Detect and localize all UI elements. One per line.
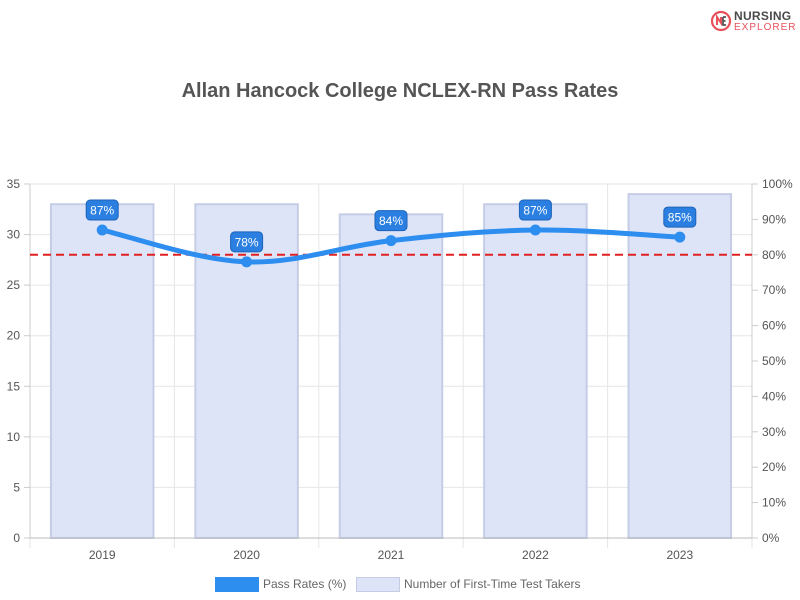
logo-text-explorer: EXPLORER	[734, 22, 797, 33]
data-label-pass-rate: 87%	[90, 204, 114, 218]
legend-item-pass-rates[interactable]: Pass Rates (%)	[215, 575, 346, 593]
data-labels: 87% 78% 84% 87% 85%	[85, 199, 697, 253]
bar-series	[49, 193, 733, 539]
legend-label-test-takers: Number of First-Time Test Takers	[404, 577, 581, 591]
legend-swatch-test-takers	[356, 576, 400, 592]
data-label-pass-rate: 84%	[379, 214, 403, 228]
legend-label-pass-rates: Pass Rates (%)	[263, 577, 347, 591]
x-tick-label: 2019	[89, 548, 116, 562]
data-label-pass-rate: 87%	[523, 204, 547, 218]
y-right-tick-label: 20%	[762, 460, 786, 474]
x-tick-label: 2022	[522, 548, 549, 562]
y-left-tick-label: 0	[13, 531, 20, 545]
x-tick-label: 2021	[378, 548, 405, 562]
x-tick-label: 2020	[233, 548, 260, 562]
nursing-explorer-logo-icon	[710, 10, 732, 32]
y-right-tick-label: 0%	[762, 531, 780, 545]
data-label-box	[518, 199, 552, 221]
y-right-tick-label: 30%	[762, 425, 786, 439]
y-right-tick-label: 40%	[762, 389, 786, 403]
x-tick-label: 2023	[666, 548, 693, 562]
y-left-tick-label: 25	[7, 278, 21, 292]
point-pass-rate-2021[interactable]	[385, 235, 397, 247]
legend-swatch-pass-rates	[215, 576, 259, 592]
bar-test-takers-2022[interactable]	[483, 203, 588, 539]
y-left-tick-label: 10	[7, 430, 21, 444]
y-right-tick-label: 70%	[762, 283, 786, 297]
y-right-tick-label: 90%	[762, 212, 786, 226]
y-left-tick-label: 15	[7, 379, 21, 393]
bar-test-takers-2021[interactable]	[338, 213, 444, 539]
data-label-box	[230, 231, 264, 253]
bar-test-takers-2023[interactable]	[627, 193, 733, 539]
point-pass-rate-2020[interactable]	[241, 256, 253, 268]
bar-test-takers-2019[interactable]	[49, 203, 155, 539]
point-pass-rate-2023[interactable]	[674, 231, 686, 243]
point-pass-rate-2022[interactable]	[529, 224, 541, 236]
data-label-box	[374, 210, 408, 232]
y-right-tick-label: 60%	[762, 319, 786, 333]
legend-item-test-takers[interactable]: Number of First-Time Test Takers	[356, 575, 580, 593]
data-label-pass-rate: 85%	[668, 211, 692, 225]
line-series	[96, 224, 686, 268]
data-label-box	[85, 199, 119, 221]
y-left-tick-label: 20	[7, 329, 21, 343]
y-right-tick-label: 50%	[762, 354, 786, 368]
y-left-tick-label: 35	[7, 177, 21, 191]
chart-title: Allan Hancock College NCLEX-RN Pass Rate…	[181, 80, 619, 102]
y-left-tick-label: 30	[7, 228, 21, 242]
y-right-tick-label: 10%	[762, 496, 786, 510]
data-label-box	[663, 206, 697, 228]
logo-text-nursing: NURSING	[734, 9, 792, 23]
legend: Pass Rates (%) Number of First-Time Test…	[0, 575, 800, 593]
y-right-tick-label: 80%	[762, 248, 786, 262]
y-left-tick-label: 5	[13, 480, 20, 494]
axes: 0 5 10 15 20 25 30 35 0% 10% 20% 30% 40% 50% 60% 70% 80%…	[7, 177, 793, 562]
data-label-pass-rate: 78%	[235, 235, 259, 249]
point-pass-rate-2019[interactable]	[96, 224, 108, 236]
y-right-tick-label: 100%	[762, 177, 793, 191]
nursing-explorer-logo: NURSING EXPLORER	[710, 8, 797, 34]
